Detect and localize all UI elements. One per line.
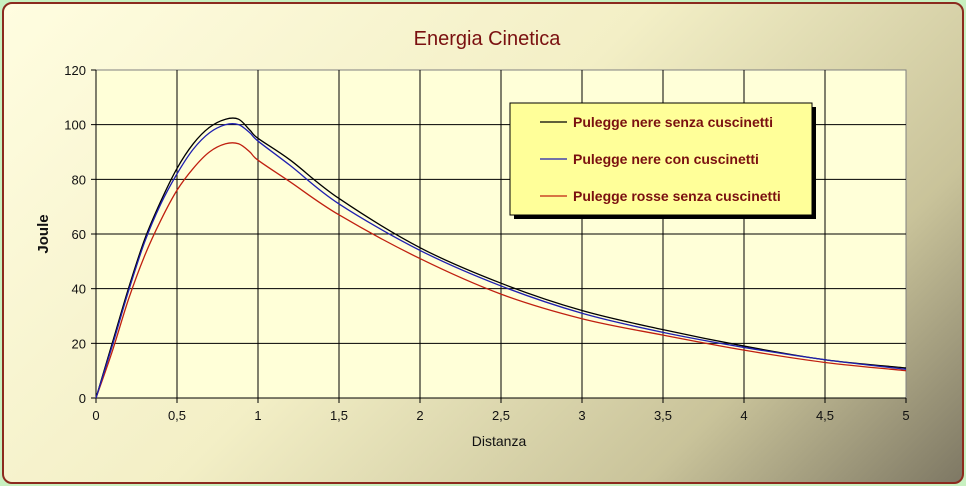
y-tick-label: 120 [64,63,86,78]
y-tick-label: 20 [72,336,86,351]
x-tick-label: 0,5 [168,408,186,423]
x-tick-labels: 0 0,5 1 1,5 2 2,5 3 3,5 4 4,5 5 [92,408,909,423]
x-tick-label: 1,5 [330,408,348,423]
x-tick-label: 1 [254,408,261,423]
y-tick-label: 0 [79,391,86,406]
legend-label-3: Pulegge rosse senza cuscinetti [573,188,781,204]
chart-title: Energia Cinetica [414,28,562,50]
series-line-2 [95,122,907,399]
x-tick-label: 4,5 [816,408,834,423]
x-tick-label: 4 [740,408,747,423]
x-tick-label: 5 [902,408,909,423]
chart: Energia Cinetica 0 0,5 1 1,5 2 2,5 3 3,5 4 4,5 5 0… [35,28,910,449]
legend: Pulegge nere senza cuscinetti Pulegge ner… [509,102,816,219]
x-tick-label: 3,5 [654,408,672,423]
x-tick-label: 0 [92,408,99,423]
legend-label-1: Pulegge nere senza cuscinetti [573,114,773,130]
legend-items: Pulegge nere senza cuscinetti Pulegge ner… [540,114,781,204]
legend-label-2: Pulegge nere con cuscinetti [573,151,759,167]
y-tick-label: 80 [72,172,86,187]
series-lines [95,117,907,399]
y-tick-labels: 0 20 40 60 80 100 120 [64,63,86,406]
y-tick-label: 100 [64,118,86,133]
y-tick-label: 40 [72,282,86,297]
x-axis-title: Distanza [472,433,527,449]
x-tick-label: 3 [578,408,585,423]
x-tick-label: 2,5 [492,408,510,423]
series-line-3 [95,142,907,399]
y-axis-title: Joule [35,214,52,253]
series-line-1 [95,117,907,399]
y-tick-label: 60 [72,227,86,242]
x-tick-label: 2 [416,408,423,423]
